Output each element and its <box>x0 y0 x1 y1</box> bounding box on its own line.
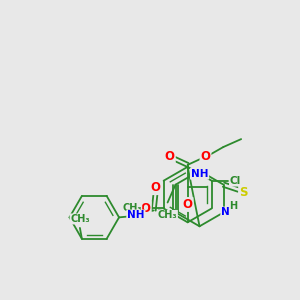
Text: S: S <box>239 186 248 199</box>
Text: O: O <box>165 150 175 164</box>
Text: CH₃: CH₃ <box>158 210 177 220</box>
Text: CH₃: CH₃ <box>122 203 142 214</box>
Text: CH₃: CH₃ <box>70 214 90 224</box>
Text: N: N <box>221 207 230 218</box>
Text: NH: NH <box>127 210 145 220</box>
Text: NH: NH <box>191 169 208 179</box>
Text: O: O <box>183 198 193 211</box>
Text: O: O <box>200 150 211 164</box>
Text: O: O <box>141 202 151 215</box>
Text: H: H <box>230 202 238 212</box>
Text: O: O <box>151 181 161 194</box>
Text: Cl: Cl <box>230 176 241 186</box>
